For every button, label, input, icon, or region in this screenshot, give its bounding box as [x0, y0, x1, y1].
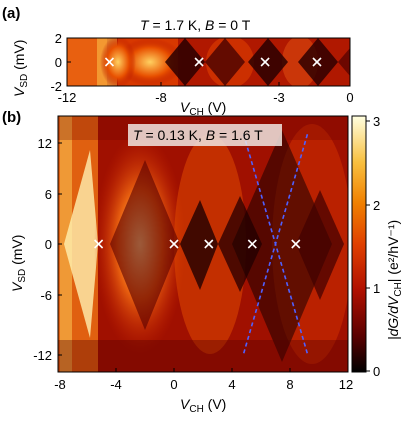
panel-a: (a) T = 1.7 K, B = 0 T 2 0 -2	[2, 5, 354, 118]
colorbar: 3 2 1 0 |dG/dVCH| (e²/hV⁻¹)	[351, 114, 404, 379]
panel-b-marker-0	[94, 239, 104, 249]
panel-b-title-box	[128, 124, 282, 146]
panel-b-ytick: 12	[38, 136, 52, 151]
panel-a-marker-3	[312, 57, 322, 67]
panel-a-title: T = 1.7 K, B = 0 T	[140, 17, 251, 33]
panel-b-title: T = 0.13 K, B = 1.6 T	[133, 127, 263, 143]
panel-a-xtick: -8	[155, 90, 167, 105]
panel-b-xtick: -8	[54, 377, 66, 392]
panel-b-marker-1	[169, 239, 179, 249]
colorbar-tick: 2	[373, 198, 380, 213]
panel-b-ytick: 0	[45, 237, 52, 252]
colorbar-tick: 3	[373, 114, 380, 129]
panel-a-marker-1	[194, 57, 204, 67]
panel-a-xtick: -12	[58, 90, 77, 105]
colorbar-tick: 0	[373, 364, 380, 379]
panel-b-marker-3	[247, 239, 257, 249]
panel-a-label: (a)	[2, 5, 20, 22]
panel-b-dashed-line-1	[242, 134, 309, 354]
panel-b-ylabel: VSD (mV)	[9, 235, 28, 292]
panel-a-marker-2	[260, 57, 270, 67]
panel-b-xtick: 12	[339, 377, 353, 392]
panel-b-xtick: 4	[228, 377, 235, 392]
panel-a-xtick: 0	[346, 90, 353, 105]
panel-b-ytick: -6	[40, 288, 52, 303]
panel-b-marker-2	[204, 239, 214, 249]
colorbar-label: |dG/dVCH| (e²/hV⁻¹)	[385, 220, 404, 340]
panel-a-ylabel: VSD (mV)	[11, 40, 30, 97]
panel-b-xtick: -4	[110, 377, 122, 392]
panel-a-xtick: -3	[273, 90, 285, 105]
panel-a-ytick: -2	[50, 79, 62, 94]
panel-a-markers	[104, 57, 322, 67]
panel-b-heatmap	[58, 116, 348, 372]
panel-b-ytick: -12	[33, 348, 52, 363]
panel-a-heatmap	[67, 38, 350, 86]
panel-b-label: (b)	[2, 109, 21, 126]
panel-a-marker-0	[104, 57, 115, 67]
panel-a-ytick: 0	[55, 55, 62, 70]
colorbar-gradient	[352, 116, 366, 372]
panel-a-xlabel: VCH (V)	[180, 99, 226, 118]
panel-b-marker-4	[291, 239, 301, 249]
panel-b-dashed-lines	[242, 134, 309, 354]
colorbar-tick: 1	[373, 281, 380, 296]
panel-b-xtick: 0	[170, 377, 177, 392]
panel-b: (b) T = 0.13 K, B = 1.6 T	[2, 109, 353, 415]
panel-a-ytick: 2	[55, 31, 62, 46]
panel-b-ytick: 6	[45, 187, 52, 202]
panel-b-xlabel: VCH (V)	[180, 396, 226, 415]
panel-b-markers	[94, 239, 301, 249]
panel-b-xtick: 8	[286, 377, 293, 392]
